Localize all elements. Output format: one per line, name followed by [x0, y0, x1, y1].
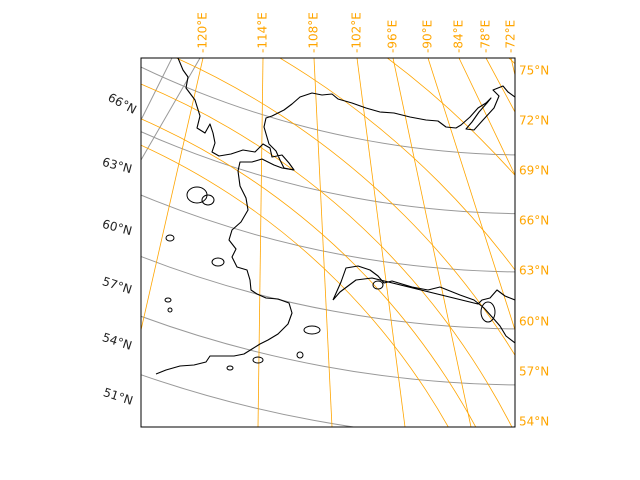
coastline-island [201, 194, 215, 206]
secondary-meridian--102 [356, 58, 406, 427]
coastline-island [480, 301, 496, 323]
secondary-lat-label-69: 69°N [519, 164, 549, 178]
primary-lat-label-51: 51°N [102, 385, 135, 408]
secondary-meridian--120 [141, 58, 204, 331]
primary-meridian [141, 58, 201, 161]
coastline-segment-1 [177, 58, 515, 171]
coastline-island [165, 234, 175, 242]
secondary-meridian--78 [485, 58, 515, 113]
coastline-segment-2 [155, 158, 295, 375]
secondary-lon-label--120: -120°E [196, 12, 210, 53]
coastline-island [296, 351, 304, 359]
map-background [141, 58, 515, 427]
primary-lat-label-66: 66°N [106, 90, 139, 117]
coastline-island [164, 297, 172, 303]
secondary-lat-label-66: 66°N [519, 214, 549, 228]
coastline-island [211, 257, 225, 267]
secondary-meridian--108 [313, 58, 333, 427]
secondary-lat-label-75: 75°N [519, 64, 549, 78]
secondary-meridian--96 [392, 58, 472, 427]
secondary-lon-label--102: -102°E [350, 12, 364, 53]
secondary-lon-label--78: -78°E [479, 20, 493, 53]
secondary-meridian--84 [458, 58, 515, 176]
secondary-lon-label--72: -72°E [504, 20, 518, 53]
secondary-lon-label--90: -90°E [421, 20, 435, 53]
secondary-lon-label--84: -84°E [452, 20, 466, 53]
primary-lat-label-57: 57°N [101, 274, 134, 297]
secondary-parallel-75 [141, 144, 449, 427]
coastline-island [226, 365, 234, 371]
primary-lat-label-60: 60°N [101, 217, 134, 238]
secondary-lat-label-72: 72°N [519, 114, 549, 128]
secondary-lat-label-57: 57°N [519, 365, 549, 379]
coastline-island [252, 356, 264, 364]
map-frame [140, 57, 516, 428]
secondary-lat-label-54: 54°N [519, 415, 549, 429]
secondary-parallel-72 [141, 118, 477, 427]
secondary-lon-label--114: -114°E [256, 12, 270, 53]
secondary-meridian--114 [257, 58, 264, 427]
coastline-island [372, 280, 384, 290]
coastline-island [167, 307, 173, 313]
coastline-segment-3 [332, 265, 515, 344]
coastlines [155, 58, 515, 375]
primary-meridian [141, 58, 173, 121]
primary-lat-label-63: 63°N [101, 155, 134, 176]
secondary-lat-label-63: 63°N [519, 264, 549, 278]
secondary-parallel-69 [141, 83, 513, 427]
secondary-lon-label--108: -108°E [307, 12, 321, 53]
secondary-lat-label-60: 60°N [519, 315, 549, 329]
secondary-lon-label--96: -96°E [386, 20, 400, 53]
coastline-island [303, 325, 321, 335]
primary-lat-label-54: 54°N [101, 330, 134, 353]
